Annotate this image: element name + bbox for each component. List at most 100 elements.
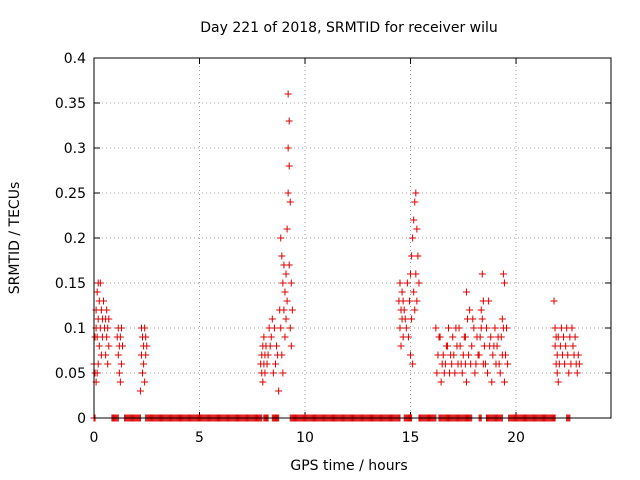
data-point [478, 315, 486, 323]
data-point [404, 333, 412, 341]
tick-labels: 0 0.05 0.1 0.15 0.2 0.25 0.3 0.35 0.4 0 5 10 15 20 [55, 51, 525, 446]
data-point [410, 216, 418, 224]
data-point [287, 342, 295, 350]
data-point [117, 324, 125, 332]
data-point [270, 324, 278, 332]
data-point [458, 369, 466, 377]
data-point [498, 315, 506, 323]
data-point [141, 378, 149, 386]
data-point [413, 225, 421, 233]
data-point [396, 324, 404, 332]
data-point [408, 315, 416, 323]
data-point [441, 360, 449, 368]
data-point [283, 225, 291, 233]
data-point [105, 315, 113, 323]
data-point [489, 351, 497, 359]
data-point [263, 360, 271, 368]
data-point [410, 288, 418, 296]
data-point [142, 333, 150, 341]
data-point [496, 369, 504, 377]
y-tick-label: 0.25 [55, 186, 86, 202]
data-point [287, 279, 295, 287]
data-point [104, 360, 112, 368]
data-point [571, 333, 579, 341]
data-point [500, 378, 508, 386]
data-point [275, 387, 283, 395]
data-point [268, 315, 276, 323]
data-point [450, 351, 458, 359]
data-point [477, 324, 485, 332]
data-point [469, 315, 477, 323]
data-point [142, 351, 150, 359]
data-point [413, 297, 421, 305]
data-point [554, 378, 562, 386]
data-point [288, 306, 296, 314]
data-point [118, 342, 126, 350]
y-tick-label: 0.4 [64, 51, 86, 67]
data-point [140, 360, 148, 368]
data-point [260, 333, 268, 341]
data-point [141, 324, 149, 332]
data-point [462, 378, 470, 386]
y-tick-label: 0.05 [55, 366, 86, 382]
data-point [409, 360, 417, 368]
data-point [405, 297, 413, 305]
x-tick-label: 5 [195, 430, 204, 446]
data-point [279, 369, 287, 377]
data-point [491, 324, 499, 332]
data-point [114, 351, 122, 359]
data-point [449, 333, 457, 341]
data-point [475, 351, 483, 359]
y-tick-label: 0.2 [64, 231, 86, 247]
data-point [408, 252, 416, 260]
data-point [437, 378, 445, 386]
data-point [271, 360, 279, 368]
data-point [504, 360, 512, 368]
data-point [281, 288, 289, 296]
data-point [116, 378, 124, 386]
data-point [560, 333, 568, 341]
data-point [468, 342, 476, 350]
data-point [285, 162, 293, 170]
data-point [139, 369, 147, 377]
data-point [465, 351, 473, 359]
data-point [481, 360, 489, 368]
data-point [503, 324, 511, 332]
y-axis-title: SRMTID / TECUs [7, 182, 23, 295]
data-point [492, 360, 500, 368]
x-tick-label: 10 [296, 430, 314, 446]
data-point [283, 297, 291, 305]
data-point [103, 306, 111, 314]
data-point [278, 351, 286, 359]
data-point [407, 351, 415, 359]
data-point [551, 324, 559, 332]
data-point [284, 189, 292, 197]
data-point [115, 369, 123, 377]
data-point [284, 144, 292, 152]
data-point [575, 360, 583, 368]
data-point [96, 279, 104, 287]
data-point [401, 315, 409, 323]
data-point [104, 324, 112, 332]
data-point [261, 369, 269, 377]
data-point [471, 369, 479, 377]
data-point [266, 342, 274, 350]
data-point [281, 333, 289, 341]
data-point [280, 306, 288, 314]
data-point [411, 198, 419, 206]
y-tick-label: 0 [77, 411, 86, 427]
data-point [466, 306, 474, 314]
data-point [443, 342, 451, 350]
data-point [399, 297, 407, 305]
data-point [488, 378, 496, 386]
data-point [396, 279, 404, 287]
data-point [432, 324, 440, 332]
data-point [461, 360, 469, 368]
data-point [561, 360, 569, 368]
data-point [95, 342, 103, 350]
data-point [285, 261, 293, 269]
data-point [452, 324, 460, 332]
data-point [259, 378, 267, 386]
data-point [267, 333, 275, 341]
